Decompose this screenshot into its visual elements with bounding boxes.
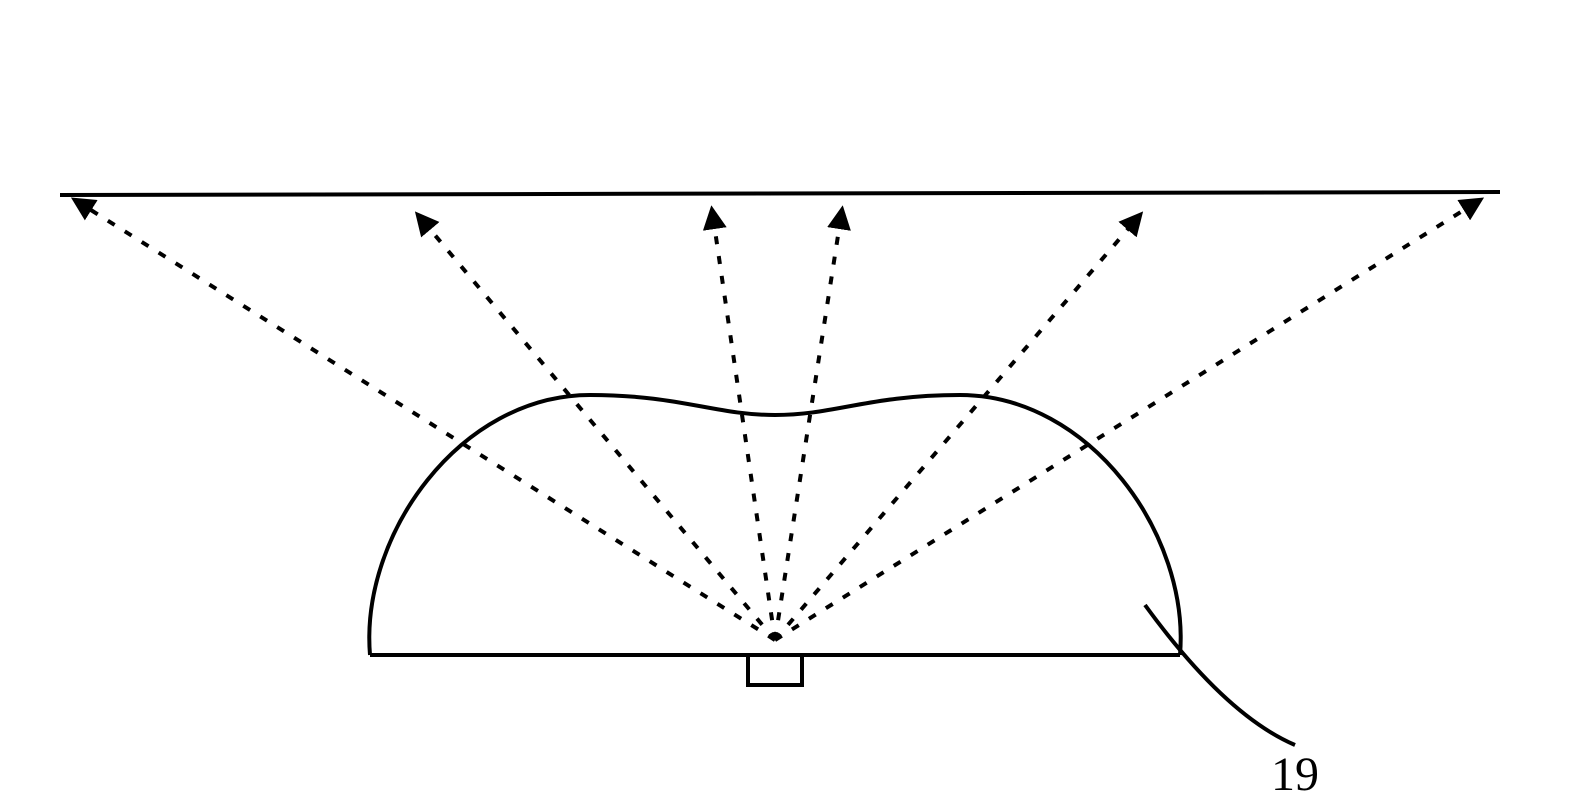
light-ray [75, 200, 775, 640]
diagram-container: 19 [0, 0, 1570, 802]
label-leader-line [1145, 605, 1295, 745]
light-source [748, 655, 802, 685]
optical-diagram: 19 [0, 0, 1570, 802]
reference-label: 19 [1271, 748, 1319, 801]
target-plane-line [60, 192, 1500, 195]
light-ray [775, 200, 1480, 640]
lens-outline [369, 395, 1180, 655]
